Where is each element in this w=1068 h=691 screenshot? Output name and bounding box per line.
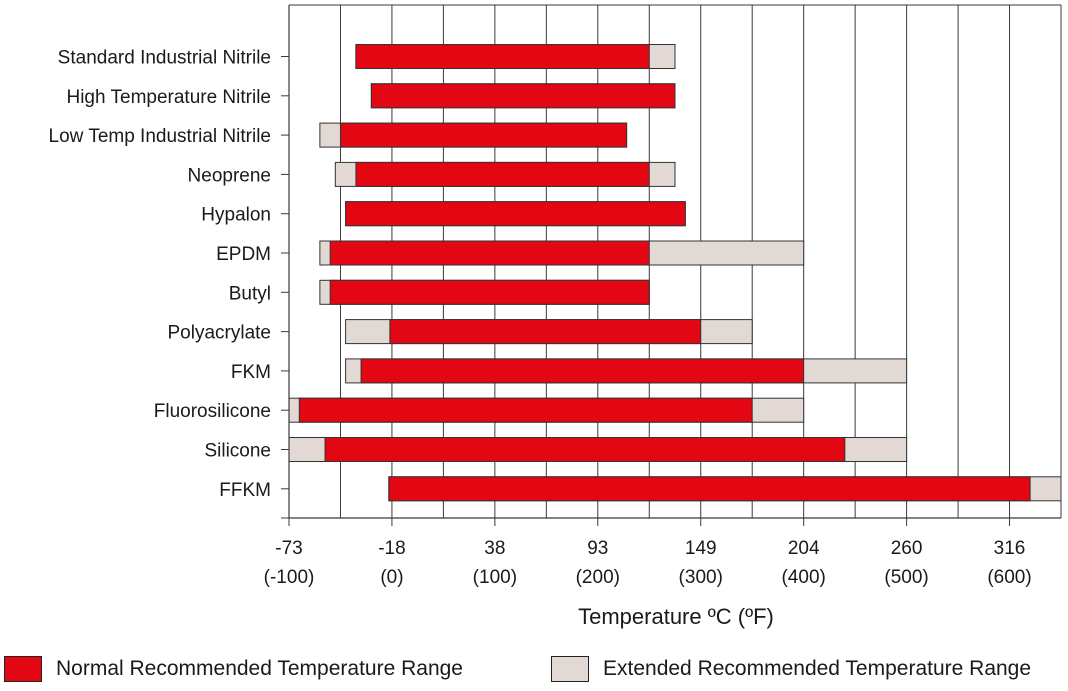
bar-normal bbox=[388, 476, 1031, 502]
x-tick-label-fahrenheit: (600) bbox=[987, 567, 1031, 588]
x-tick-label-celsius: 38 bbox=[484, 538, 505, 559]
bar-normal bbox=[329, 279, 650, 305]
category-label: High Temperature Nitrile bbox=[66, 87, 271, 108]
category-label: Polyacrylate bbox=[168, 323, 272, 344]
x-axis-title: Temperature ºC (ºF) bbox=[578, 604, 774, 629]
category-label: EPDM bbox=[216, 244, 271, 265]
plot-frame bbox=[288, 4, 1062, 519]
category-label: Butyl bbox=[229, 283, 271, 304]
category-label: Standard Industrial Nitrile bbox=[58, 48, 271, 69]
bars-group bbox=[288, 44, 1062, 502]
bar-normal bbox=[329, 240, 650, 266]
x-tick-labels: -73 (-100) -18 (0) 38 (100) 93 (200) 149 (300) 204… bbox=[264, 518, 1032, 588]
legend-swatch-normal bbox=[4, 656, 42, 682]
bar-normal bbox=[370, 83, 676, 109]
x-tick-label-fahrenheit: (200) bbox=[576, 567, 620, 588]
x-tick-label-celsius: 93 bbox=[587, 538, 608, 559]
bar-normal bbox=[324, 437, 846, 462]
x-tick-label-fahrenheit: (500) bbox=[884, 567, 928, 588]
x-tick-label-celsius: -18 bbox=[378, 538, 405, 559]
x-tick-label-celsius: 149 bbox=[685, 538, 717, 559]
bar-normal bbox=[389, 319, 702, 345]
category-labels: Standard Industrial Nitrile High Temperat… bbox=[49, 48, 289, 519]
x-tick-label-fahrenheit: (0) bbox=[380, 567, 403, 588]
bar-normal bbox=[339, 122, 628, 148]
x-tick-label-fahrenheit: (300) bbox=[679, 567, 723, 588]
x-tick-label-fahrenheit: (-100) bbox=[264, 567, 315, 588]
legend-item-extended: Extended Recommended Temperature Range bbox=[551, 654, 1031, 684]
legend-item-normal: Normal Recommended Temperature Range bbox=[4, 654, 463, 684]
category-label: Hypalon bbox=[201, 205, 271, 226]
x-tick-label-celsius: 260 bbox=[891, 538, 923, 559]
x-tick-label-fahrenheit: (100) bbox=[473, 567, 517, 588]
bar-normal bbox=[298, 397, 753, 423]
bar-normal bbox=[355, 161, 650, 187]
bar-normal bbox=[360, 358, 805, 384]
category-label: Fluorosilicone bbox=[154, 401, 271, 422]
x-tick-label-celsius: 204 bbox=[788, 538, 820, 559]
x-tick-label-celsius: 316 bbox=[994, 538, 1026, 559]
category-label: FKM bbox=[231, 362, 271, 383]
category-label: FFKM bbox=[219, 480, 271, 501]
legend-swatch-extended bbox=[551, 656, 589, 682]
bar-normal bbox=[345, 201, 686, 227]
x-tick-label-celsius: -73 bbox=[275, 538, 302, 559]
legend-label-extended: Extended Recommended Temperature Range bbox=[603, 657, 1032, 680]
category-label: Neoprene bbox=[188, 165, 271, 186]
x-tick-label-fahrenheit: (400) bbox=[781, 567, 825, 588]
legend-label-normal: Normal Recommended Temperature Range bbox=[56, 657, 463, 680]
category-label: Low Temp Industrial Nitrile bbox=[49, 126, 271, 147]
temperature-range-chart: Standard Industrial Nitrile High Temperat… bbox=[49, 4, 1062, 629]
bar-normal bbox=[355, 44, 650, 69]
category-label: Silicone bbox=[204, 441, 271, 462]
